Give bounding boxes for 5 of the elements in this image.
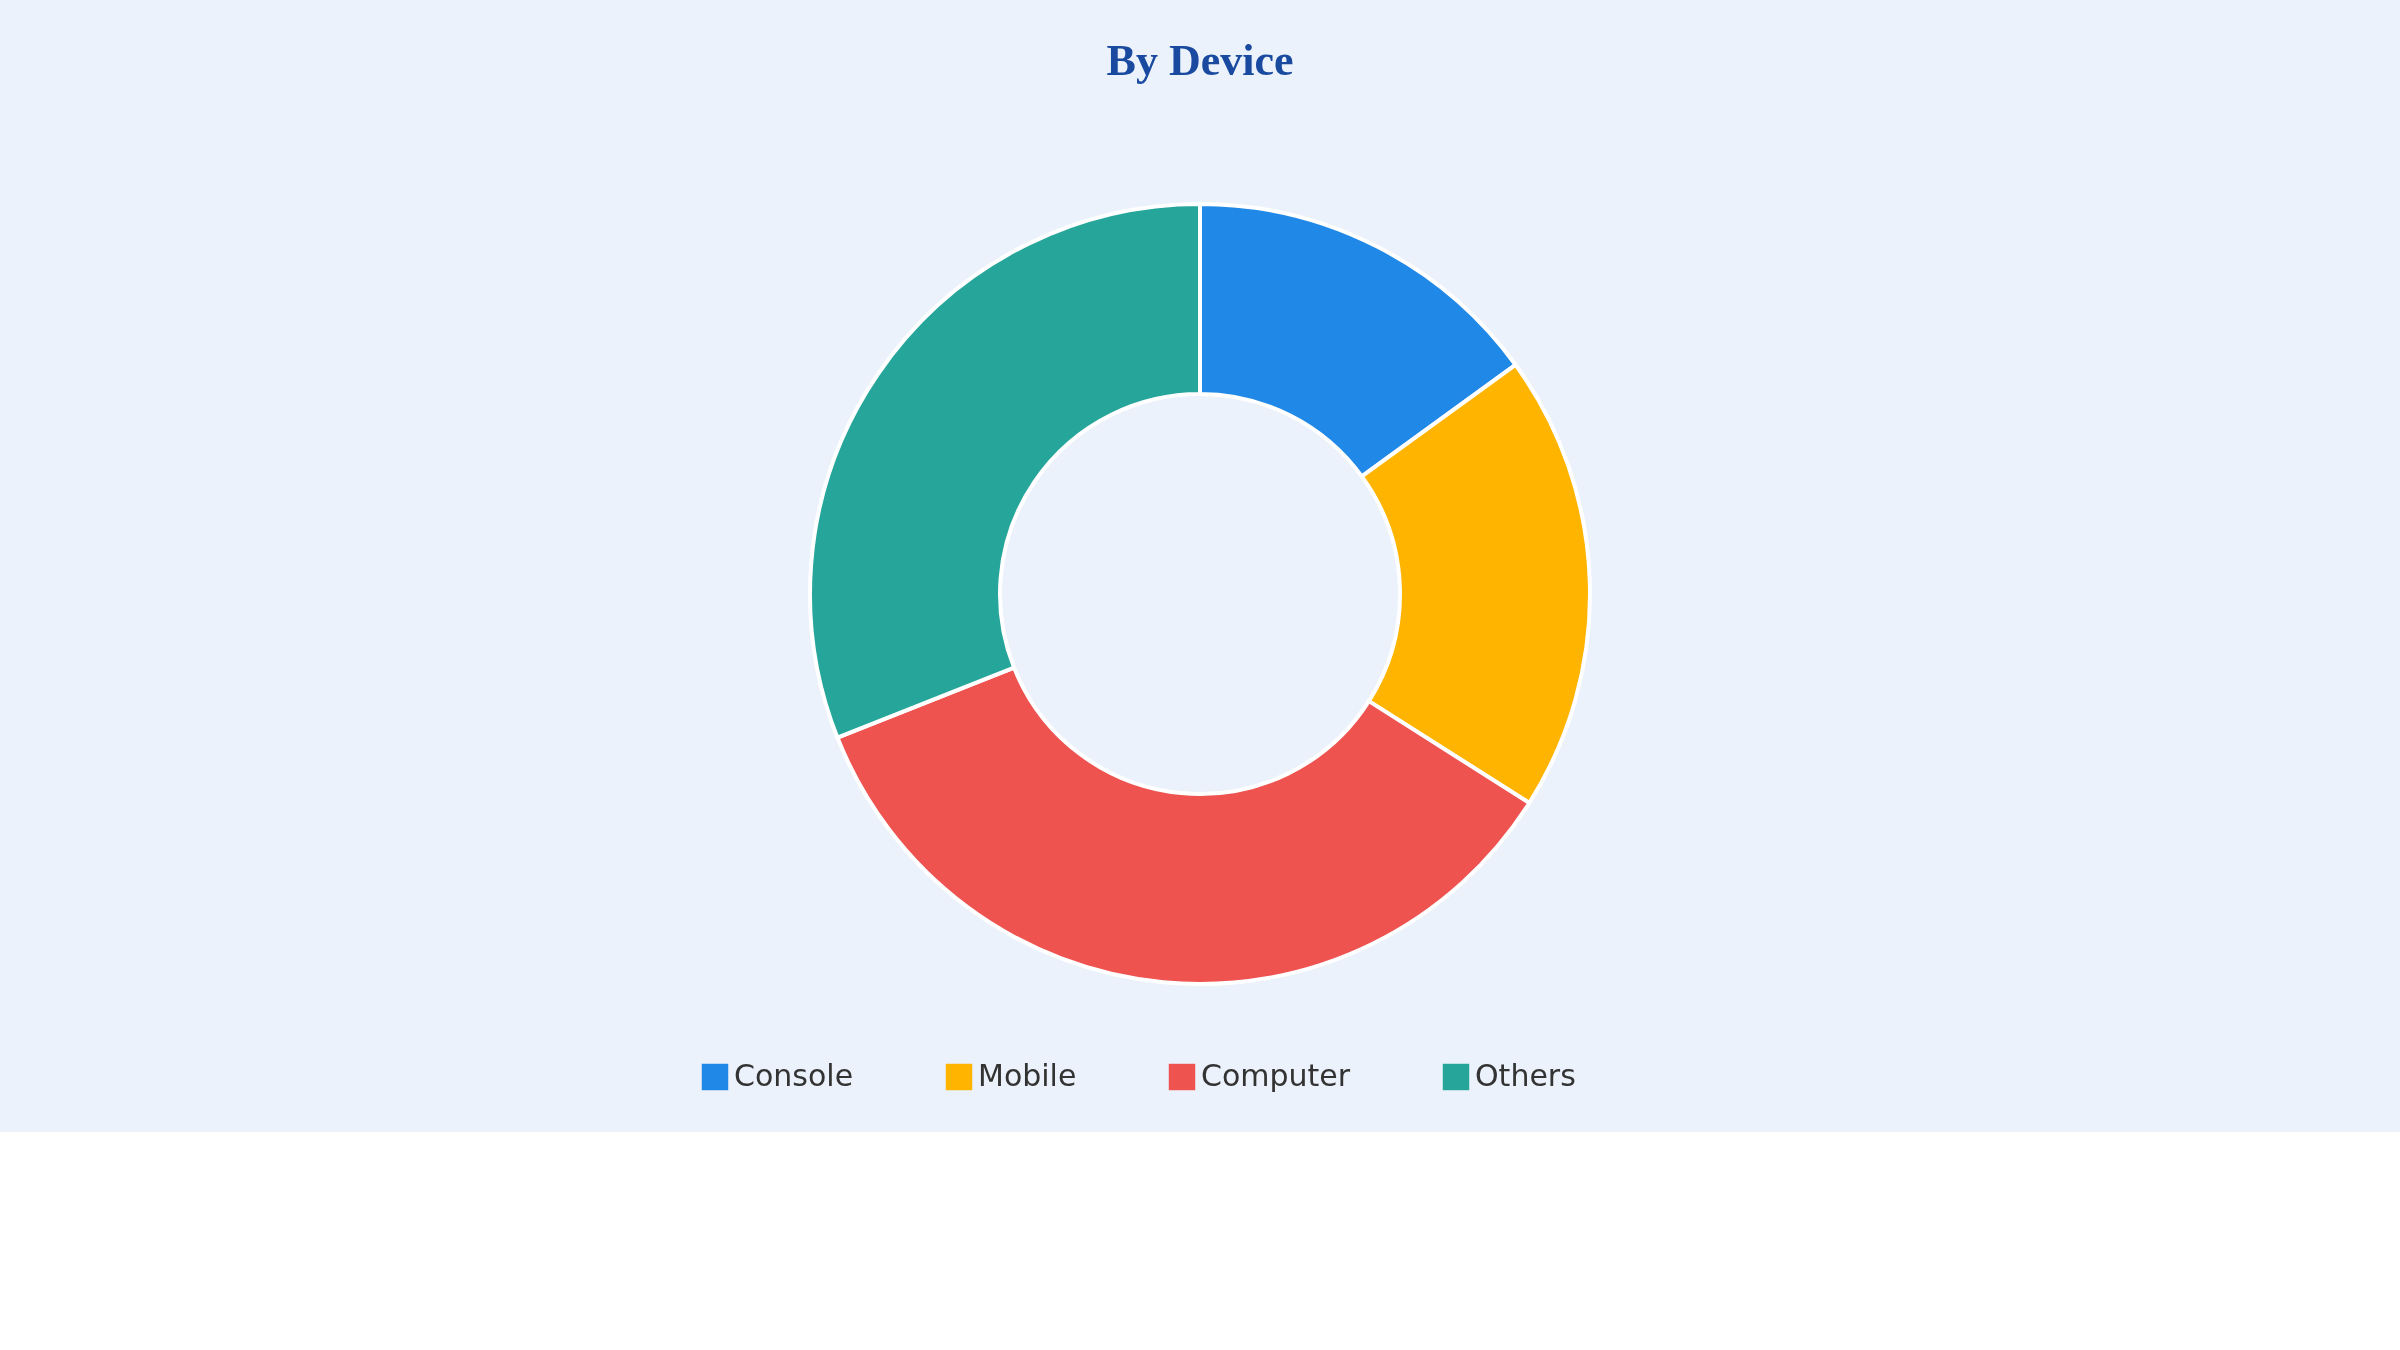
chart-title: By Device bbox=[1106, 36, 1294, 85]
legend-label: Computer bbox=[1201, 1058, 1351, 1093]
legend-label: Others bbox=[1475, 1058, 1576, 1093]
legend-label: Console bbox=[734, 1058, 854, 1093]
legend-label: Mobile bbox=[978, 1058, 1077, 1093]
